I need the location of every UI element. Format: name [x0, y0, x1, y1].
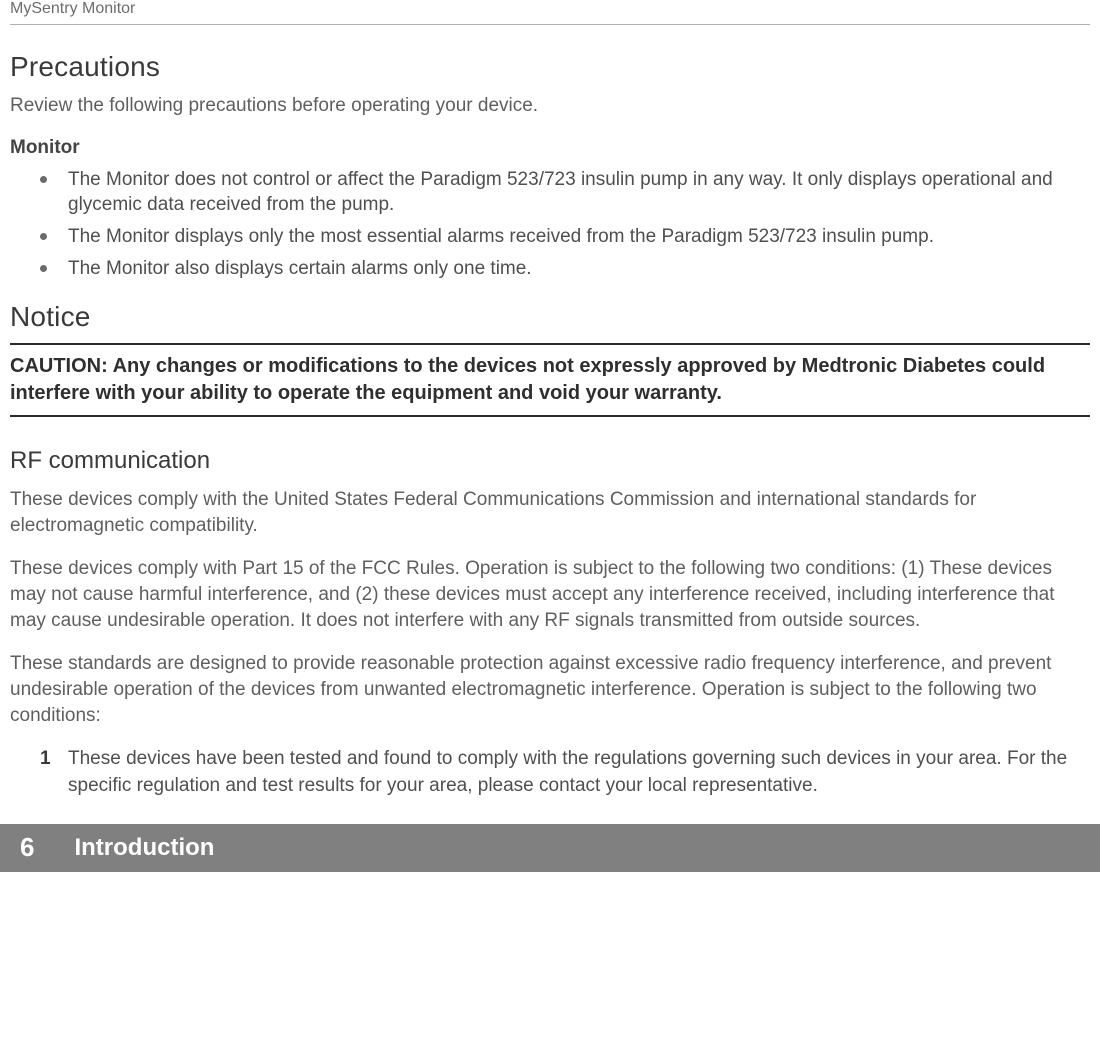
list-item: The Monitor displays only the most essen…	[40, 224, 1090, 250]
rf-heading: RF communication	[10, 447, 1090, 475]
header-rule	[10, 24, 1090, 25]
caution-text: CAUTION: Any changes or modifications to…	[10, 355, 1045, 404]
precautions-intro: Review the following precautions before …	[10, 93, 1090, 119]
list-item: The Monitor does not control or affect t…	[40, 167, 1090, 218]
list-item: These devices have been tested and found…	[40, 746, 1090, 799]
page-number: 6	[20, 832, 34, 863]
caution-body: Any changes or modifications to the devi…	[10, 355, 1045, 404]
notice-heading: Notice	[10, 301, 1090, 333]
page-container: MySentry Monitor Precautions Review the …	[0, 0, 1100, 800]
chapter-title: Introduction	[74, 834, 214, 862]
rf-paragraph: These devices comply with Part 15 of the…	[10, 556, 1090, 633]
rf-paragraph: These devices comply with the United Sta…	[10, 487, 1090, 538]
monitor-subheading: Monitor	[10, 137, 1090, 159]
running-head: MySentry Monitor	[10, 0, 1090, 24]
rf-numbered-list: These devices have been tested and found…	[10, 746, 1090, 799]
list-item: The Monitor also displays certain alarms…	[40, 256, 1090, 282]
monitor-bullet-list: The Monitor does not control or affect t…	[10, 167, 1090, 282]
caution-label: CAUTION:	[10, 355, 108, 377]
notice-rule-bottom	[10, 415, 1090, 417]
rf-paragraph: These standards are designed to provide …	[10, 651, 1090, 728]
footer-bar: 6 Introduction	[0, 824, 1100, 872]
notice-box: CAUTION: Any changes or modifications to…	[10, 345, 1090, 415]
precautions-heading: Precautions	[10, 51, 1090, 83]
